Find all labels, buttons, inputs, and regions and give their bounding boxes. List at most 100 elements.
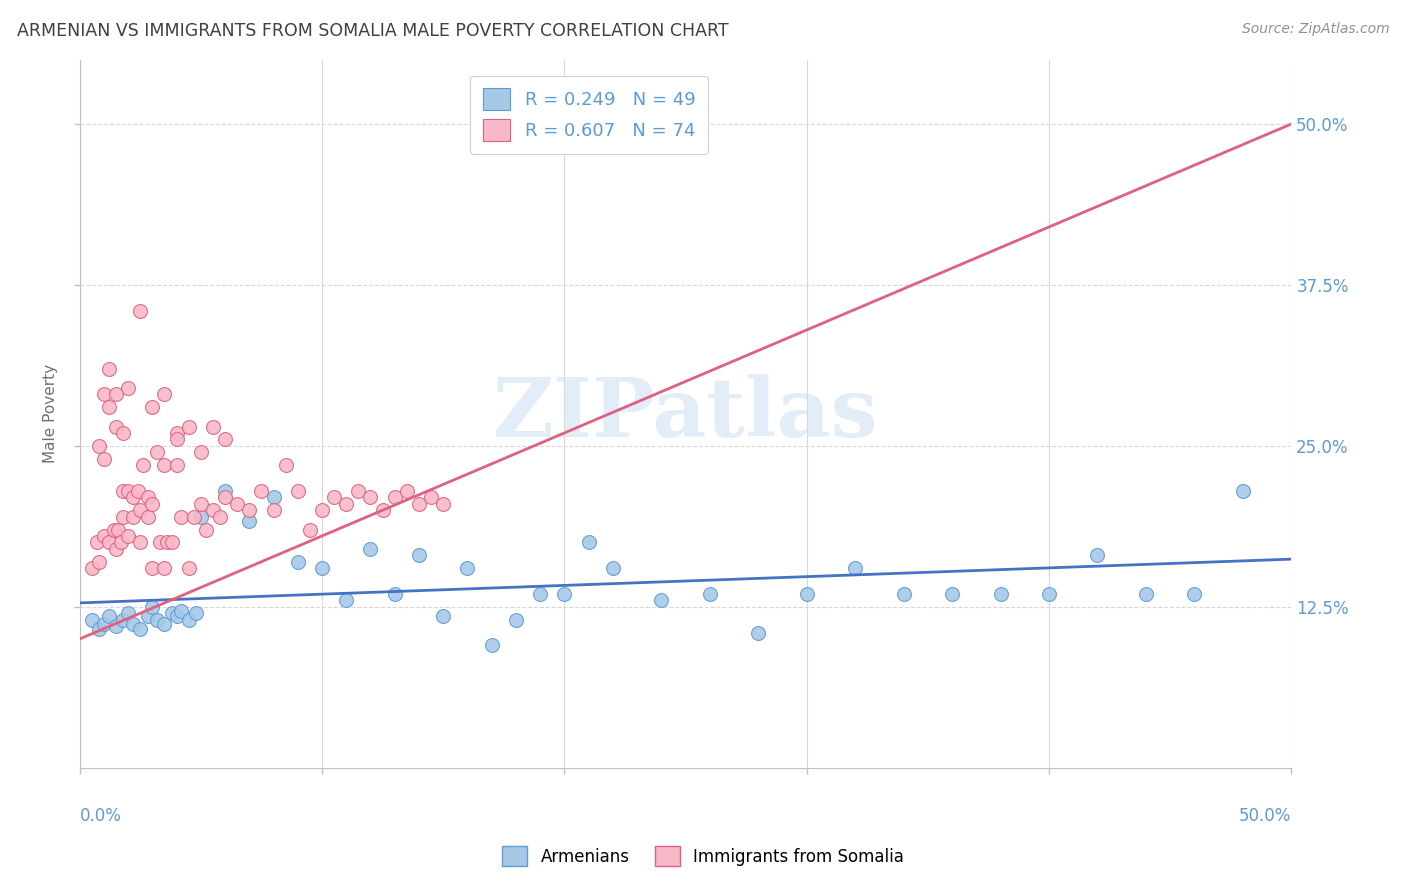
Point: [105, 541, 128, 556]
Point: [553, 587, 575, 601]
Point: [274, 458, 297, 472]
Point: [170, 509, 193, 524]
Point: [747, 625, 769, 640]
Point: [112, 483, 135, 498]
Point: [103, 523, 125, 537]
Point: [335, 497, 357, 511]
Point: [578, 535, 600, 549]
Point: [1135, 587, 1157, 601]
Point: [1087, 549, 1109, 563]
Point: [127, 483, 149, 498]
Point: [529, 587, 551, 601]
Point: [335, 593, 357, 607]
Point: [136, 491, 159, 505]
Text: 0.0%: 0.0%: [80, 806, 121, 824]
Text: ARMENIAN VS IMMIGRANTS FROM SOMALIA MALE POVERTY CORRELATION CHART: ARMENIAN VS IMMIGRANTS FROM SOMALIA MALE…: [17, 22, 728, 40]
Point: [141, 599, 163, 614]
Point: [990, 587, 1012, 601]
Point: [177, 419, 200, 434]
Point: [371, 503, 394, 517]
Point: [136, 509, 159, 524]
Point: [166, 458, 188, 472]
Point: [796, 587, 818, 601]
Point: [156, 535, 179, 549]
Point: [166, 425, 188, 440]
Point: [359, 491, 381, 505]
Point: [117, 483, 139, 498]
Point: [170, 604, 193, 618]
Point: [166, 433, 188, 447]
Point: [214, 433, 236, 447]
Y-axis label: Male Poverty: Male Poverty: [44, 364, 58, 463]
Point: [1232, 483, 1254, 498]
Point: [131, 458, 153, 472]
Point: [456, 561, 478, 575]
Point: [699, 587, 721, 601]
Point: [117, 606, 139, 620]
Point: [481, 639, 503, 653]
Point: [420, 491, 443, 505]
Point: [141, 401, 163, 415]
Point: [201, 419, 224, 434]
Point: [250, 483, 273, 498]
Point: [141, 561, 163, 575]
Point: [97, 361, 120, 376]
Point: [153, 387, 176, 401]
Point: [650, 593, 672, 607]
Point: [287, 555, 309, 569]
Point: [1038, 587, 1060, 601]
Point: [93, 529, 115, 543]
Point: [177, 613, 200, 627]
Point: [166, 608, 188, 623]
Point: [160, 535, 183, 549]
Point: [408, 549, 430, 563]
Point: [190, 445, 212, 459]
Point: [105, 419, 128, 434]
Point: [347, 483, 370, 498]
Point: [941, 587, 963, 601]
Point: [1184, 587, 1206, 601]
Point: [893, 587, 915, 601]
Point: [112, 613, 135, 627]
Point: [160, 606, 183, 620]
Point: [190, 497, 212, 511]
Point: [190, 509, 212, 524]
Point: [432, 497, 454, 511]
Legend: R = 0.249   N = 49, R = 0.607   N = 74: R = 0.249 N = 49, R = 0.607 N = 74: [471, 76, 707, 154]
Point: [97, 608, 120, 623]
Point: [105, 387, 128, 401]
Point: [107, 523, 129, 537]
Point: [384, 491, 406, 505]
Point: [263, 503, 285, 517]
Point: [395, 483, 418, 498]
Point: [87, 555, 110, 569]
Point: [183, 509, 205, 524]
Point: [97, 401, 120, 415]
Point: [153, 458, 176, 472]
Point: [149, 535, 172, 549]
Point: [105, 619, 128, 633]
Point: [93, 451, 115, 466]
Point: [122, 509, 145, 524]
Point: [87, 439, 110, 453]
Point: [80, 613, 103, 627]
Point: [136, 608, 159, 623]
Point: [146, 613, 169, 627]
Point: [194, 523, 217, 537]
Point: [86, 535, 108, 549]
Point: [184, 606, 207, 620]
Point: [359, 541, 381, 556]
Text: 50.0%: 50.0%: [1239, 806, 1291, 824]
Point: [298, 523, 321, 537]
Point: [97, 535, 120, 549]
Point: [153, 616, 176, 631]
Point: [129, 303, 152, 318]
Point: [177, 561, 200, 575]
Point: [384, 587, 406, 601]
Point: [408, 497, 430, 511]
Point: [226, 497, 249, 511]
Point: [238, 503, 260, 517]
Point: [112, 509, 135, 524]
Point: [323, 491, 346, 505]
Point: [80, 561, 103, 575]
